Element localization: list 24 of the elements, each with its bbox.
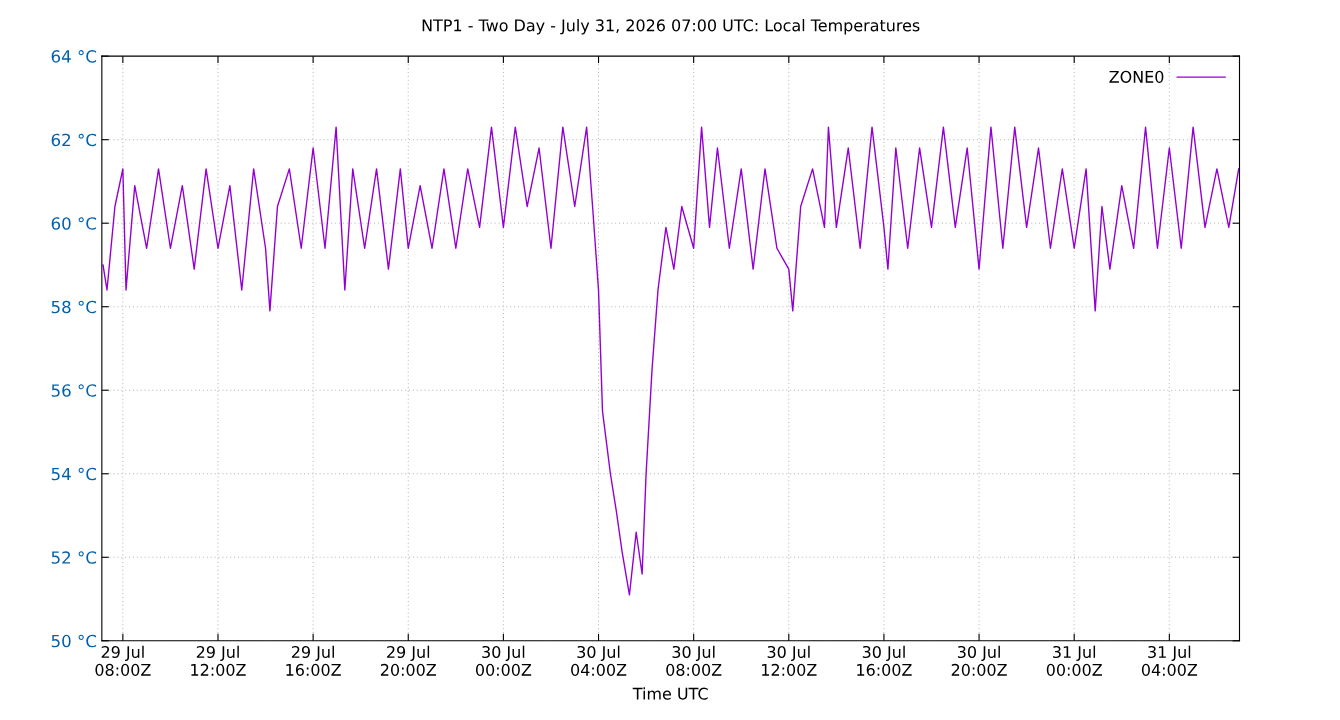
y-tick-label: 58 °C	[51, 300, 97, 314]
y-tick-label: 52 °C	[51, 551, 97, 564]
y-tick-label: 56 °C	[51, 384, 97, 397]
x-tick-label: 30 Jul 12:00Z	[762, 645, 817, 676]
x-tick-label: 29 Jul 20:00Z	[380, 645, 437, 676]
x-tick-label: 31 Jul 00:00Z	[1046, 645, 1102, 676]
y-tick-label: 54 °C	[51, 467, 97, 481]
x-tick-label: 30 Jul 00:00Z	[475, 645, 532, 676]
y-tick-label: 50 °C	[51, 634, 97, 648]
x-tick-label: 30 Jul 20:00Z	[951, 645, 1007, 676]
y-tick-label: 60 °C	[51, 217, 97, 230]
x-tick-label: 29 Jul 08:00Z	[95, 645, 151, 676]
x-tick-label: 29 Jul 12:00Z	[191, 645, 246, 676]
x-tick-label: 30 Jul 04:00Z	[571, 645, 627, 676]
legend-label: ZONE0	[1109, 70, 1164, 83]
y-tick-label: 62 °C	[51, 133, 97, 147]
y-tick-label: 64 °C	[51, 50, 97, 63]
x-tick-label: 29 Jul 16:00Z	[286, 645, 341, 676]
x-tick-label: 30 Jul 16:00Z	[857, 645, 912, 676]
chart-title: NTP1 - Two Day - July 31, 2026 07:00 UTC: Local Temperatures	[422, 19, 920, 35]
x-tick-label: 30 Jul 08:00Z	[666, 645, 722, 676]
x-axis-title: Time UTC	[632, 687, 708, 700]
x-tick-label: 31 Jul 04:00Z	[1141, 645, 1198, 676]
line-series	[102, 126, 1240, 596]
